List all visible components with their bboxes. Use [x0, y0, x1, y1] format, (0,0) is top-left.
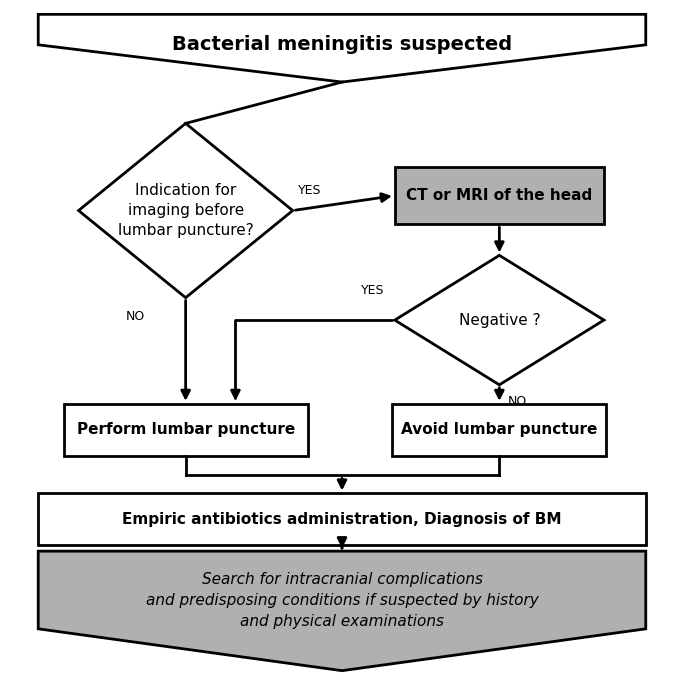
Text: Empiric antibiotics administration, Diagnosis of BM: Empiric antibiotics administration, Diag…: [122, 512, 562, 527]
Text: Indication for
imaging before
lumbar puncture?: Indication for imaging before lumbar pun…: [118, 183, 253, 238]
Text: NO: NO: [126, 310, 145, 323]
Text: YES: YES: [361, 284, 385, 297]
Text: CT or MRI of the head: CT or MRI of the head: [406, 188, 593, 203]
Bar: [64, 403, 308, 456]
Text: Perform lumbar puncture: Perform lumbar puncture: [77, 422, 295, 437]
Text: Bacterial meningitis suspected: Bacterial meningitis suspected: [172, 35, 512, 53]
Bar: [393, 403, 606, 456]
Text: YES: YES: [298, 184, 321, 197]
Text: Negative ?: Negative ?: [458, 312, 540, 327]
Text: Avoid lumbar puncture: Avoid lumbar puncture: [401, 422, 597, 437]
Bar: [38, 493, 646, 545]
Polygon shape: [395, 256, 604, 385]
Text: NO: NO: [508, 395, 527, 408]
Text: Search for intracranial complications
and predisposing conditions if suspected b: Search for intracranial complications an…: [146, 573, 538, 630]
Bar: [395, 166, 604, 225]
Polygon shape: [38, 551, 646, 671]
Polygon shape: [38, 14, 646, 82]
Polygon shape: [79, 123, 292, 298]
